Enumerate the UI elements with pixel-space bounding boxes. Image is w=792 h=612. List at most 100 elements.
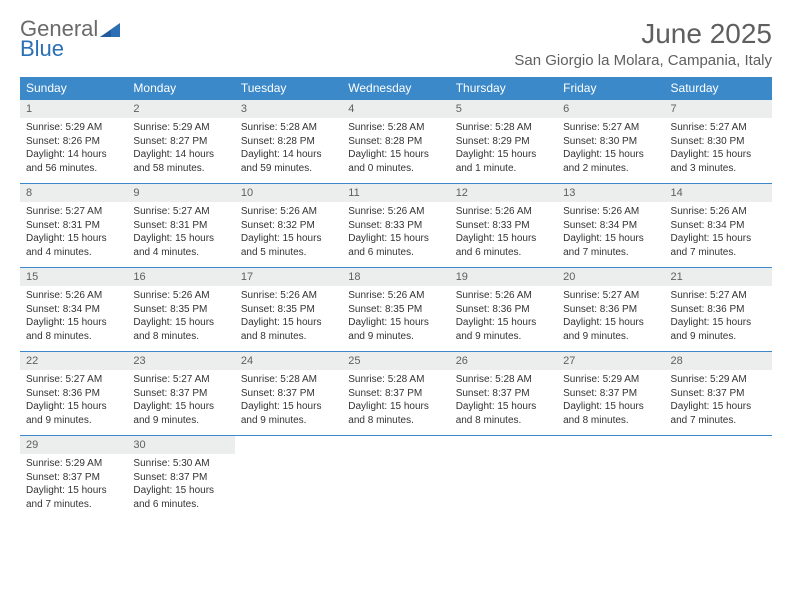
day-cell: 11Sunrise: 5:26 AMSunset: 8:33 PMDayligh… — [342, 184, 449, 268]
day-details: Sunrise: 5:27 AMSunset: 8:30 PMDaylight:… — [665, 118, 772, 183]
day-details: Sunrise: 5:28 AMSunset: 8:28 PMDaylight:… — [342, 118, 449, 183]
day-number: 18 — [342, 268, 449, 286]
day-number: 10 — [235, 184, 342, 202]
day-details: Sunrise: 5:29 AMSunset: 8:37 PMDaylight:… — [20, 454, 127, 519]
day-cell: 16Sunrise: 5:26 AMSunset: 8:35 PMDayligh… — [127, 268, 234, 352]
day-cell — [342, 436, 449, 520]
day-details: Sunrise: 5:28 AMSunset: 8:28 PMDaylight:… — [235, 118, 342, 183]
logo: General Blue — [20, 18, 122, 60]
logo-line2: Blue — [20, 38, 98, 60]
day-cell: 1Sunrise: 5:29 AMSunset: 8:26 PMDaylight… — [20, 100, 127, 184]
day-details: Sunrise: 5:27 AMSunset: 8:36 PMDaylight:… — [557, 286, 664, 351]
logo-triangle-icon — [100, 21, 122, 43]
day-number: 14 — [665, 184, 772, 202]
day-number: 7 — [665, 100, 772, 118]
day-cell: 2Sunrise: 5:29 AMSunset: 8:27 PMDaylight… — [127, 100, 234, 184]
week-row: 22Sunrise: 5:27 AMSunset: 8:36 PMDayligh… — [20, 352, 772, 436]
day-details: Sunrise: 5:26 AMSunset: 8:33 PMDaylight:… — [342, 202, 449, 267]
day-details: Sunrise: 5:27 AMSunset: 8:31 PMDaylight:… — [127, 202, 234, 267]
day-number: 12 — [450, 184, 557, 202]
day-details: Sunrise: 5:28 AMSunset: 8:37 PMDaylight:… — [450, 370, 557, 435]
day-cell: 22Sunrise: 5:27 AMSunset: 8:36 PMDayligh… — [20, 352, 127, 436]
day-cell: 21Sunrise: 5:27 AMSunset: 8:36 PMDayligh… — [665, 268, 772, 352]
day-details: Sunrise: 5:26 AMSunset: 8:34 PMDaylight:… — [557, 202, 664, 267]
day-details: Sunrise: 5:27 AMSunset: 8:37 PMDaylight:… — [127, 370, 234, 435]
day-header-cell: Saturday — [665, 77, 772, 100]
day-details: Sunrise: 5:30 AMSunset: 8:37 PMDaylight:… — [127, 454, 234, 519]
day-details: Sunrise: 5:29 AMSunset: 8:26 PMDaylight:… — [20, 118, 127, 183]
day-details: Sunrise: 5:26 AMSunset: 8:36 PMDaylight:… — [450, 286, 557, 351]
day-details: Sunrise: 5:29 AMSunset: 8:27 PMDaylight:… — [127, 118, 234, 183]
day-number: 28 — [665, 352, 772, 370]
day-cell: 8Sunrise: 5:27 AMSunset: 8:31 PMDaylight… — [20, 184, 127, 268]
day-header-cell: Friday — [557, 77, 664, 100]
day-number: 27 — [557, 352, 664, 370]
day-header-cell: Monday — [127, 77, 234, 100]
month-title: June 2025 — [514, 18, 772, 50]
day-number: 30 — [127, 436, 234, 454]
day-details: Sunrise: 5:26 AMSunset: 8:34 PMDaylight:… — [20, 286, 127, 351]
day-number: 16 — [127, 268, 234, 286]
day-header-row: SundayMondayTuesdayWednesdayThursdayFrid… — [20, 77, 772, 100]
day-details: Sunrise: 5:26 AMSunset: 8:35 PMDaylight:… — [127, 286, 234, 351]
day-number: 29 — [20, 436, 127, 454]
day-header-cell: Sunday — [20, 77, 127, 100]
day-cell: 3Sunrise: 5:28 AMSunset: 8:28 PMDaylight… — [235, 100, 342, 184]
day-number: 9 — [127, 184, 234, 202]
day-cell: 19Sunrise: 5:26 AMSunset: 8:36 PMDayligh… — [450, 268, 557, 352]
day-cell: 30Sunrise: 5:30 AMSunset: 8:37 PMDayligh… — [127, 436, 234, 520]
day-details: Sunrise: 5:26 AMSunset: 8:32 PMDaylight:… — [235, 202, 342, 267]
day-number: 11 — [342, 184, 449, 202]
week-row: 1Sunrise: 5:29 AMSunset: 8:26 PMDaylight… — [20, 100, 772, 184]
day-number: 6 — [557, 100, 664, 118]
header: General Blue June 2025 San Giorgio la Mo… — [20, 18, 772, 69]
day-cell: 27Sunrise: 5:29 AMSunset: 8:37 PMDayligh… — [557, 352, 664, 436]
day-cell: 18Sunrise: 5:26 AMSunset: 8:35 PMDayligh… — [342, 268, 449, 352]
day-cell: 15Sunrise: 5:26 AMSunset: 8:34 PMDayligh… — [20, 268, 127, 352]
day-number: 1 — [20, 100, 127, 118]
day-cell — [557, 436, 664, 520]
day-cell: 28Sunrise: 5:29 AMSunset: 8:37 PMDayligh… — [665, 352, 772, 436]
day-cell: 29Sunrise: 5:29 AMSunset: 8:37 PMDayligh… — [20, 436, 127, 520]
day-cell: 7Sunrise: 5:27 AMSunset: 8:30 PMDaylight… — [665, 100, 772, 184]
day-details: Sunrise: 5:27 AMSunset: 8:36 PMDaylight:… — [20, 370, 127, 435]
day-cell: 14Sunrise: 5:26 AMSunset: 8:34 PMDayligh… — [665, 184, 772, 268]
title-block: June 2025 San Giorgio la Molara, Campani… — [514, 18, 772, 69]
week-row: 29Sunrise: 5:29 AMSunset: 8:37 PMDayligh… — [20, 436, 772, 520]
day-number: 20 — [557, 268, 664, 286]
week-row: 8Sunrise: 5:27 AMSunset: 8:31 PMDaylight… — [20, 184, 772, 268]
day-number: 21 — [665, 268, 772, 286]
day-details: Sunrise: 5:26 AMSunset: 8:35 PMDaylight:… — [342, 286, 449, 351]
day-number: 17 — [235, 268, 342, 286]
day-details: Sunrise: 5:26 AMSunset: 8:35 PMDaylight:… — [235, 286, 342, 351]
logo-text: General Blue — [20, 18, 98, 60]
day-number: 5 — [450, 100, 557, 118]
day-number: 2 — [127, 100, 234, 118]
day-cell: 6Sunrise: 5:27 AMSunset: 8:30 PMDaylight… — [557, 100, 664, 184]
day-header-cell: Tuesday — [235, 77, 342, 100]
day-cell: 4Sunrise: 5:28 AMSunset: 8:28 PMDaylight… — [342, 100, 449, 184]
day-details: Sunrise: 5:27 AMSunset: 8:30 PMDaylight:… — [557, 118, 664, 183]
day-cell — [235, 436, 342, 520]
day-details: Sunrise: 5:29 AMSunset: 8:37 PMDaylight:… — [665, 370, 772, 435]
day-details: Sunrise: 5:28 AMSunset: 8:37 PMDaylight:… — [342, 370, 449, 435]
day-number: 26 — [450, 352, 557, 370]
day-number: 23 — [127, 352, 234, 370]
day-number: 13 — [557, 184, 664, 202]
day-cell: 13Sunrise: 5:26 AMSunset: 8:34 PMDayligh… — [557, 184, 664, 268]
week-row: 15Sunrise: 5:26 AMSunset: 8:34 PMDayligh… — [20, 268, 772, 352]
day-cell: 12Sunrise: 5:26 AMSunset: 8:33 PMDayligh… — [450, 184, 557, 268]
day-details: Sunrise: 5:29 AMSunset: 8:37 PMDaylight:… — [557, 370, 664, 435]
day-number: 24 — [235, 352, 342, 370]
day-details: Sunrise: 5:28 AMSunset: 8:37 PMDaylight:… — [235, 370, 342, 435]
day-cell: 5Sunrise: 5:28 AMSunset: 8:29 PMDaylight… — [450, 100, 557, 184]
day-number: 25 — [342, 352, 449, 370]
day-cell: 26Sunrise: 5:28 AMSunset: 8:37 PMDayligh… — [450, 352, 557, 436]
day-cell — [450, 436, 557, 520]
day-cell: 20Sunrise: 5:27 AMSunset: 8:36 PMDayligh… — [557, 268, 664, 352]
day-number: 8 — [20, 184, 127, 202]
day-cell: 10Sunrise: 5:26 AMSunset: 8:32 PMDayligh… — [235, 184, 342, 268]
day-number: 4 — [342, 100, 449, 118]
day-cell: 17Sunrise: 5:26 AMSunset: 8:35 PMDayligh… — [235, 268, 342, 352]
day-number: 22 — [20, 352, 127, 370]
